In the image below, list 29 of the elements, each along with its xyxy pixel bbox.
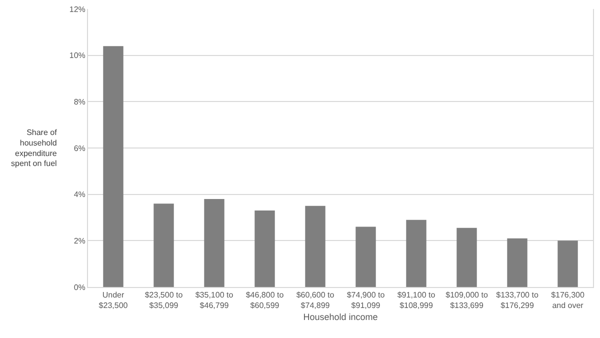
bar [406,220,426,287]
y-tick-label: 8% [74,97,86,106]
bar [356,226,376,287]
x-tick-label: $74,900 to $91,099 [346,290,386,310]
bar [456,228,477,287]
bar [204,198,224,287]
x-axis-title: Household income [303,312,378,322]
bar [254,210,275,287]
y-axis-title: Share of household expenditure spent on fuel [11,128,58,168]
x-tick-label: Under $23,500 [98,290,128,310]
x-tick-label: $176,300 and over [551,290,585,310]
bar [154,204,174,287]
bar [558,240,578,287]
y-tick-label: 4% [74,190,86,200]
y-tick-label: 12% [69,4,86,14]
y-tick-label: 0% [74,282,86,292]
y-tick-label: 10% [69,51,86,60]
bar [507,238,528,287]
x-tick-label: $91,100 to $108,999 [397,290,436,310]
bar [103,46,124,287]
y-tick-label: 6% [74,144,86,153]
x-tick-label: $46,800 to $60,599 [246,290,284,310]
bar [305,206,326,287]
y-tick-label: 2% [74,236,86,246]
x-tick-label: $133,700 to $176,299 [496,290,539,310]
x-tick-label: $23,500 to $35,099 [144,290,184,310]
x-tick-label: $109,000 to $133,699 [446,290,488,310]
x-tick-label: $60,600 to $74,899 [296,290,335,310]
x-tick-label: $35,100 to $46,799 [195,290,234,310]
